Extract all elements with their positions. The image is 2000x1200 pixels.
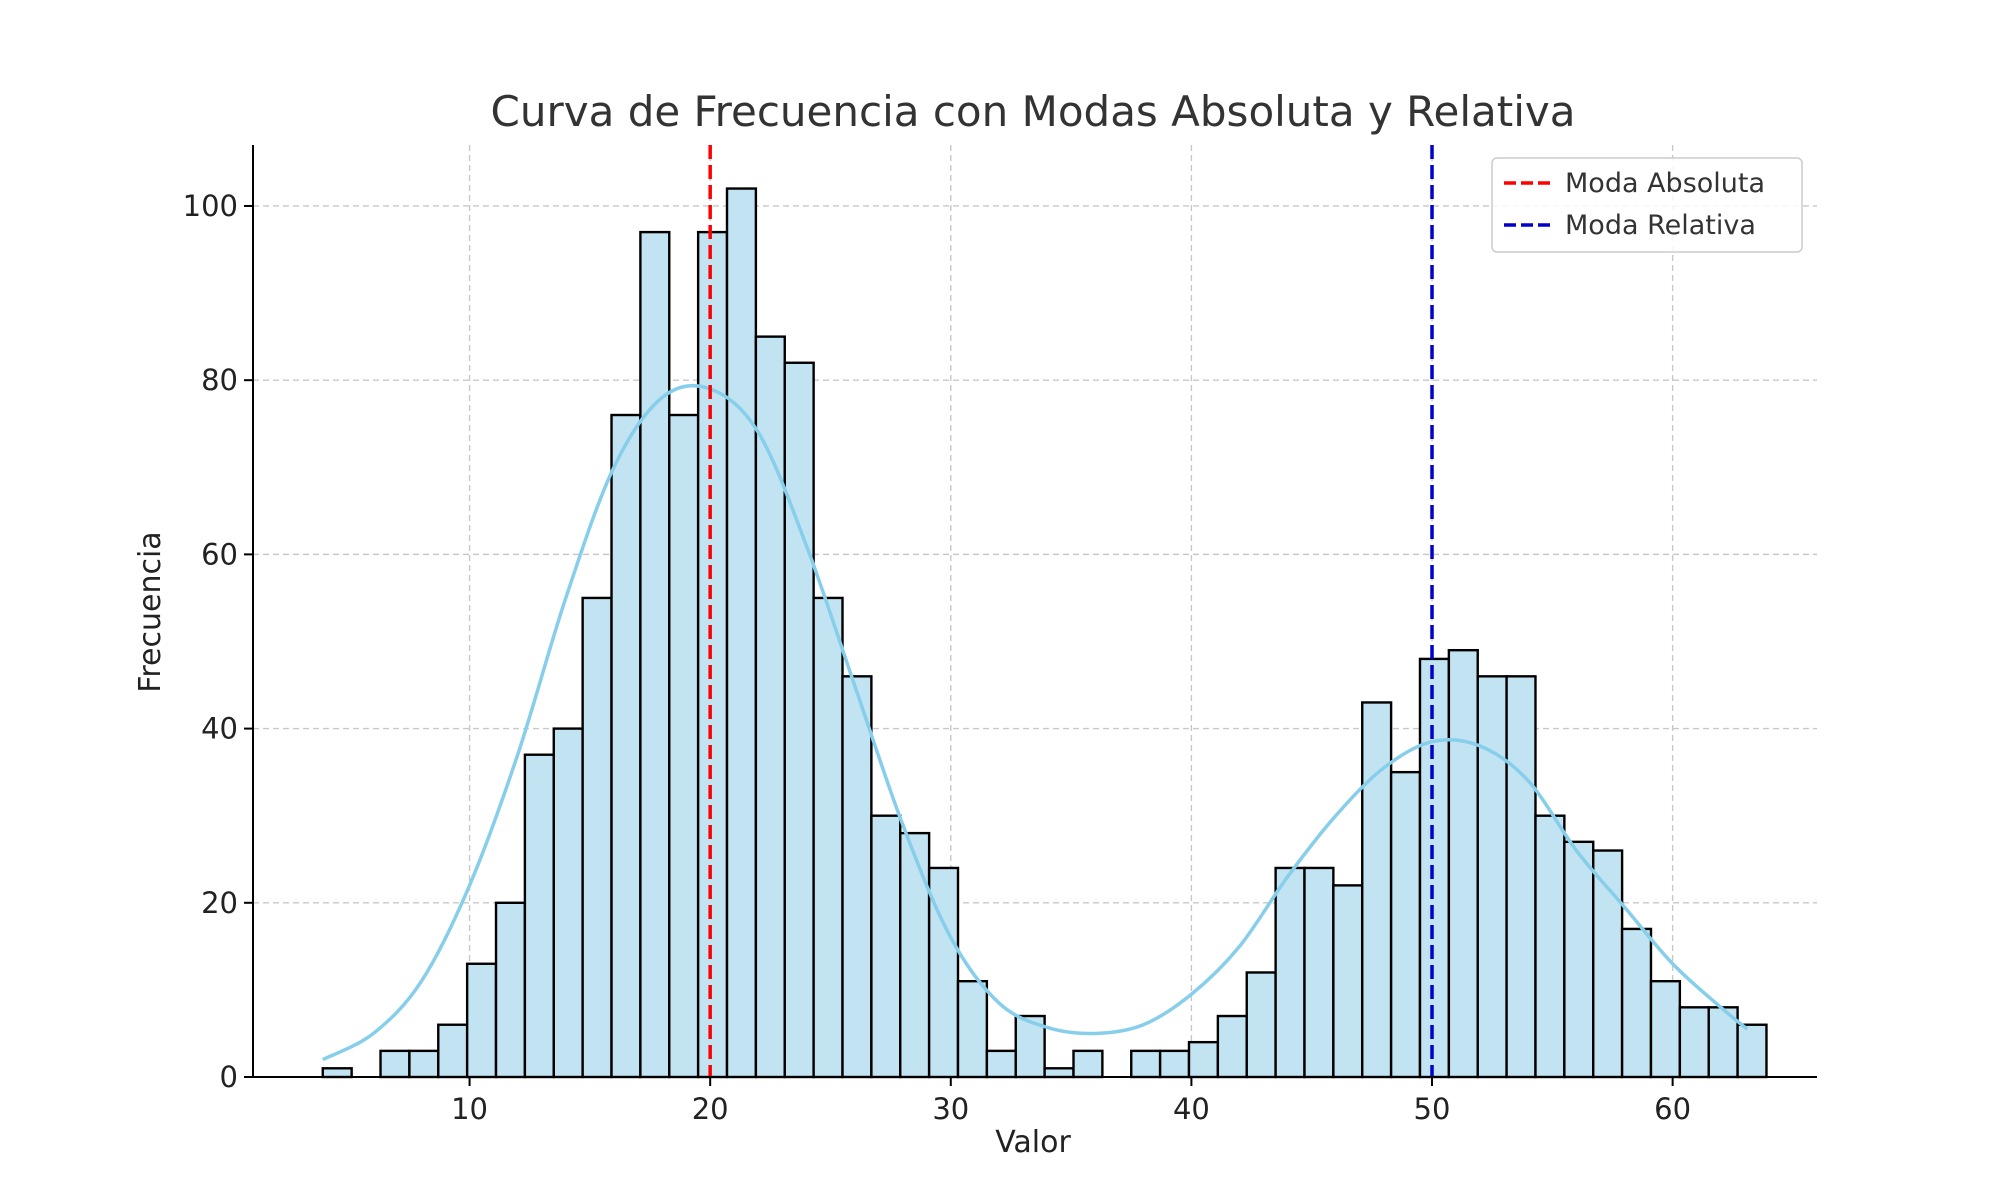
histogram-bar [754,335,786,1079]
x-tick-label: 20 [692,1092,729,1126]
histogram-bar [1303,866,1335,1079]
histogram-bar [1361,701,1393,1079]
legend-label-moda-absoluta: Moda Absoluta [1565,168,1765,199]
histogram-bar [610,413,642,1079]
histogram-bar [696,230,729,1079]
histogram-bar [1534,814,1566,1079]
tick-labels: 10 20 30 40 50 60 0 20 40 60 80 100 [183,189,1691,1126]
histogram-bar [1505,675,1537,1079]
histogram-bar [465,962,498,1079]
histogram-bar [1158,1049,1191,1079]
kde-curve [321,383,1749,1062]
histogram-bar [870,814,902,1079]
histogram-bars [321,187,1768,1079]
y-tick-label: 20 [201,886,238,920]
histogram-bar [841,675,873,1079]
y-tick-label: 60 [201,537,238,571]
x-tick-label: 10 [451,1092,488,1126]
histogram-bar [321,1067,353,1079]
histogram-bar [1187,1040,1220,1079]
legend-box [1491,157,1803,253]
histogram-bar [379,1049,411,1079]
histogram-bar [494,901,527,1079]
histogram-bar [1418,657,1451,1079]
histogram-bar [1389,770,1422,1079]
histogram-bar [1245,971,1277,1079]
legend-label-moda-relativa: Moda Relativa [1565,210,1756,241]
histogram-bar [1072,1049,1104,1079]
x-tick-label: 50 [1414,1092,1451,1126]
y-axis-label: Frecuencia [133,531,168,692]
legend: Moda Absoluta Moda Relativa [1491,157,1803,253]
mode-lines [708,145,1434,1077]
histogram-bar [899,831,931,1079]
histogram-bar [1649,979,1682,1079]
histogram-bar [1678,1006,1710,1079]
histogram-bar [985,1049,1017,1079]
histogram-bar [552,727,584,1079]
y-tick-label: 80 [201,363,238,397]
y-tick-label: 40 [201,712,238,746]
histogram-bar [1043,1067,1075,1079]
histogram-bar [1447,648,1479,1079]
chart-title: Curva de Frecuencia con Modas Absoluta y… [491,87,1576,136]
x-tick-label: 60 [1654,1092,1691,1126]
histogram-bar [1332,884,1364,1079]
histogram-bar [1563,840,1595,1079]
histogram-bar [437,1023,469,1079]
histogram-bar [1216,1014,1248,1079]
histogram-bar [408,1049,440,1079]
axes [252,145,1817,1078]
histogram-bar [1592,849,1624,1079]
x-axis-label: Valor [995,1125,1071,1160]
histogram-bar [581,596,613,1079]
x-tick-label: 30 [932,1092,969,1126]
x-tick-label: 40 [1173,1092,1210,1126]
histogram-bar [725,187,758,1079]
y-tick-label: 100 [183,189,238,223]
histogram-bar [956,979,989,1079]
histogram-bar [1130,1049,1162,1079]
histogram-bar [1274,866,1306,1079]
histogram-bar [783,361,815,1079]
histogram-bar [812,596,844,1079]
y-tick-label: 0 [220,1060,238,1094]
histogram-bar [1620,927,1653,1079]
histogram-bar [668,413,700,1079]
histogram-bar [523,753,555,1079]
histogram-bar [639,230,671,1079]
histogram-bar [1736,1023,1768,1079]
histogram-bar [1476,675,1508,1079]
